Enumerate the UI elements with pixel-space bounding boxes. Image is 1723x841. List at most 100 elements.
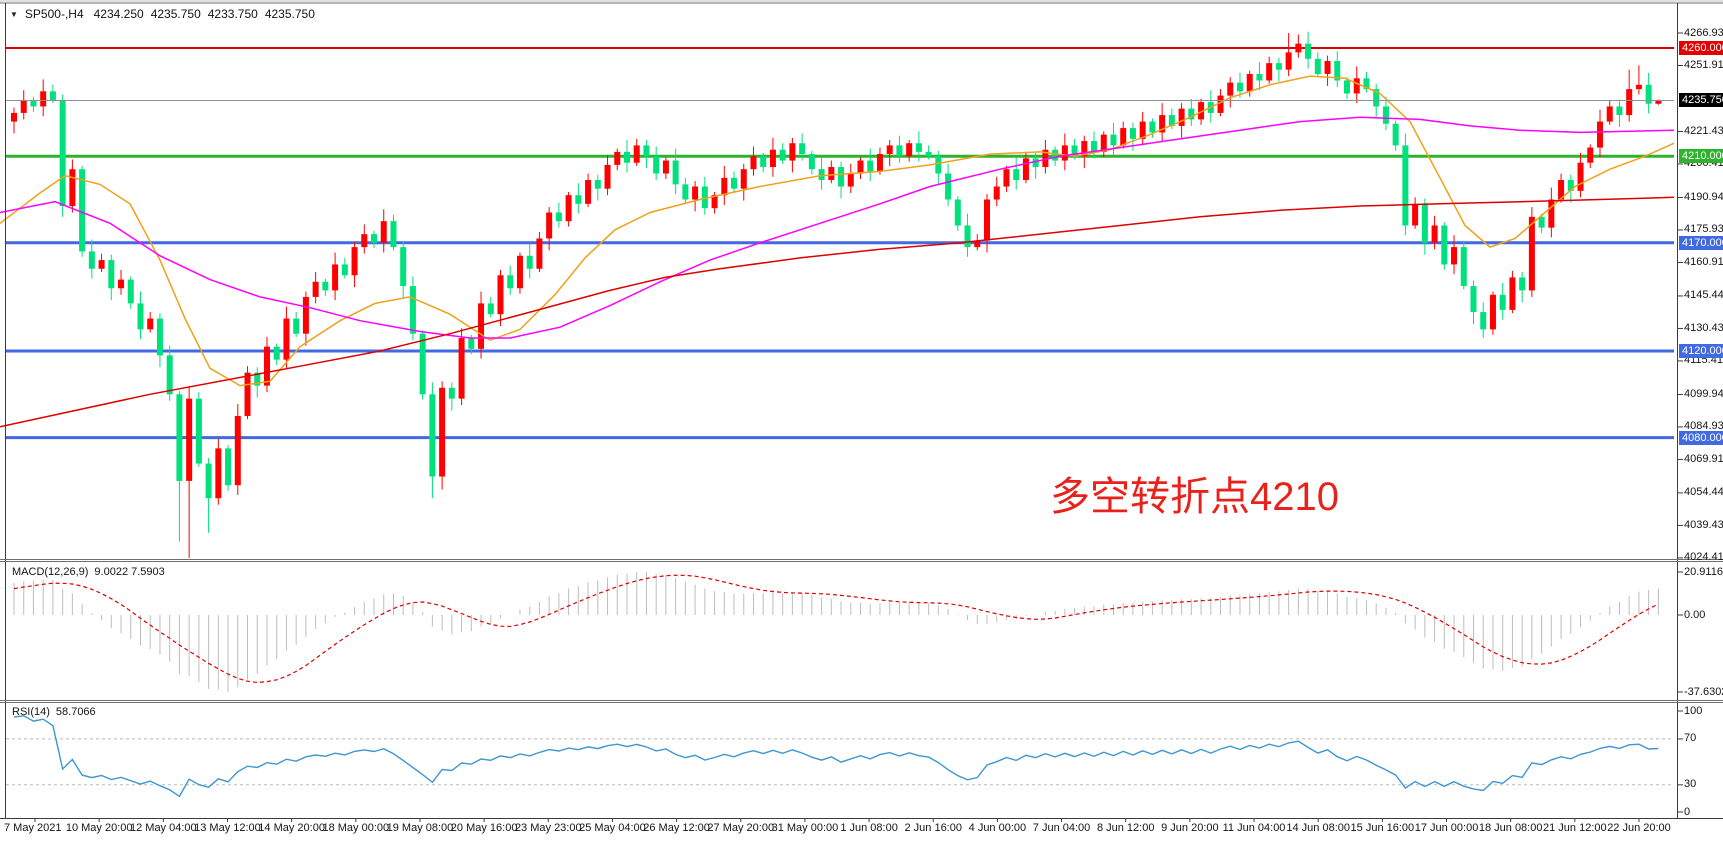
candle-body: [361, 234, 368, 248]
candle-body: [1635, 84, 1642, 90]
candle-body: [1363, 78, 1370, 90]
candle-body: [419, 333, 426, 395]
candle-body: [857, 160, 864, 174]
rsi-axis-label: 70: [1684, 732, 1697, 745]
time-axis-label: 13 May 12:00: [194, 822, 261, 834]
candle-body: [137, 303, 144, 330]
candle-body: [20, 99, 27, 113]
price-axis-tick-label: 4160.915: [1684, 255, 1723, 268]
price-axis-tick-label: 4054.445: [1684, 486, 1723, 499]
candle-body: [487, 303, 494, 315]
candle-body: [1626, 89, 1633, 116]
candle-body: [799, 143, 806, 155]
rsi-indicator-label: RSI(14) 58.7066: [12, 706, 96, 718]
candle-body: [935, 156, 942, 174]
candle-body: [731, 177, 738, 189]
candle-body: [1480, 312, 1487, 330]
price-axis-tick-label: 4145.445: [1684, 289, 1723, 302]
candle-body: [1149, 121, 1156, 133]
candle-body: [1275, 63, 1282, 70]
macd-name: MACD(12,26,9): [12, 566, 89, 578]
candle-body: [478, 303, 485, 349]
time-axis-label: 26 May 12:00: [643, 822, 710, 834]
rsi-axis-label: 100: [1684, 704, 1703, 717]
macd-signal-line: [13, 574, 1659, 684]
candle-body: [1431, 225, 1438, 243]
candle-body: [1139, 121, 1146, 139]
candle-body: [1567, 180, 1574, 191]
candle-body: [906, 143, 913, 157]
candle-body: [1013, 169, 1020, 181]
time-axis-label: 15 Jun 16:00: [1350, 822, 1415, 834]
candle-body: [147, 318, 154, 330]
candle-body: [400, 247, 407, 287]
candle-body: [876, 154, 883, 172]
candle-body: [69, 169, 76, 207]
candle-body: [662, 160, 669, 174]
candle-body: [458, 338, 465, 399]
candle-body: [1519, 277, 1526, 291]
candle-body: [1655, 100, 1662, 104]
candle-body: [1441, 225, 1448, 265]
candle-body: [1392, 123, 1399, 146]
candle-body: [127, 279, 134, 304]
candle-body: [1538, 216, 1545, 228]
time-axis-label: 25 May 04:00: [579, 822, 646, 834]
candle-body: [1061, 145, 1068, 161]
time-axis-label: 10 May 20:00: [65, 822, 133, 834]
candle-body: [1042, 149, 1049, 168]
macd-axis-label: 20.9116: [1684, 565, 1723, 578]
price-axis-tick-label: 4266.930: [1684, 26, 1723, 39]
candle-body: [88, 251, 95, 269]
candle-body: [555, 212, 562, 222]
candle-body: [1071, 145, 1078, 157]
candle-body: [1324, 60, 1331, 74]
candle-body: [497, 275, 504, 315]
candle-body: [380, 221, 387, 243]
candle-body: [468, 338, 475, 349]
price-axis-tick-label: 4069.915: [1684, 452, 1723, 465]
candle-body: [1120, 128, 1127, 146]
candle-body: [1032, 158, 1039, 168]
macd-histogram: [13, 572, 1659, 692]
price-axis-tick-label: 4190.945: [1684, 190, 1723, 203]
candle-body: [98, 260, 105, 269]
price-axis-tick-label: 4130.430: [1684, 321, 1723, 334]
candle-body: [1421, 203, 1428, 243]
candle-body: [1129, 128, 1136, 139]
macd-values: 9.0022 7.5903: [94, 566, 165, 578]
price-axis-tick-label: 4251.915: [1684, 58, 1723, 71]
macd-axis-label: 0.00: [1684, 608, 1706, 621]
price-badge: 4235.750: [1679, 93, 1723, 108]
candle-body: [1256, 73, 1263, 81]
candle-body: [1577, 162, 1584, 191]
price-badge: 4120.000: [1679, 344, 1723, 359]
candle-body: [1178, 108, 1185, 126]
candle-body: [11, 112, 17, 122]
candle-body: [1587, 147, 1594, 163]
candle-body: [653, 156, 660, 174]
collapse-expert-icon[interactable]: ▼: [10, 10, 18, 19]
candle-body: [1402, 145, 1409, 226]
candle-body: [1451, 247, 1458, 265]
candle-body: [1266, 63, 1273, 81]
quote-high: 4235.750: [150, 7, 201, 21]
price-badge: 4260.000: [1679, 40, 1723, 55]
candle-body: [108, 260, 115, 289]
candle-body: [954, 199, 961, 226]
candle-body: [1499, 294, 1506, 310]
candle-body: [682, 184, 689, 200]
candles-layer: [11, 31, 1662, 558]
candle-body: [1081, 141, 1088, 157]
candle-body: [585, 180, 592, 204]
quote-open: 4234.250: [93, 7, 144, 21]
candle-body: [283, 318, 290, 360]
candle-body: [176, 394, 183, 481]
time-axis-label: 23 May 23:00: [514, 822, 582, 834]
candle-body: [205, 463, 212, 499]
candle-body: [1528, 216, 1535, 291]
candle-body: [643, 145, 650, 157]
candle-body: [1489, 294, 1496, 330]
candle-body: [692, 186, 699, 200]
